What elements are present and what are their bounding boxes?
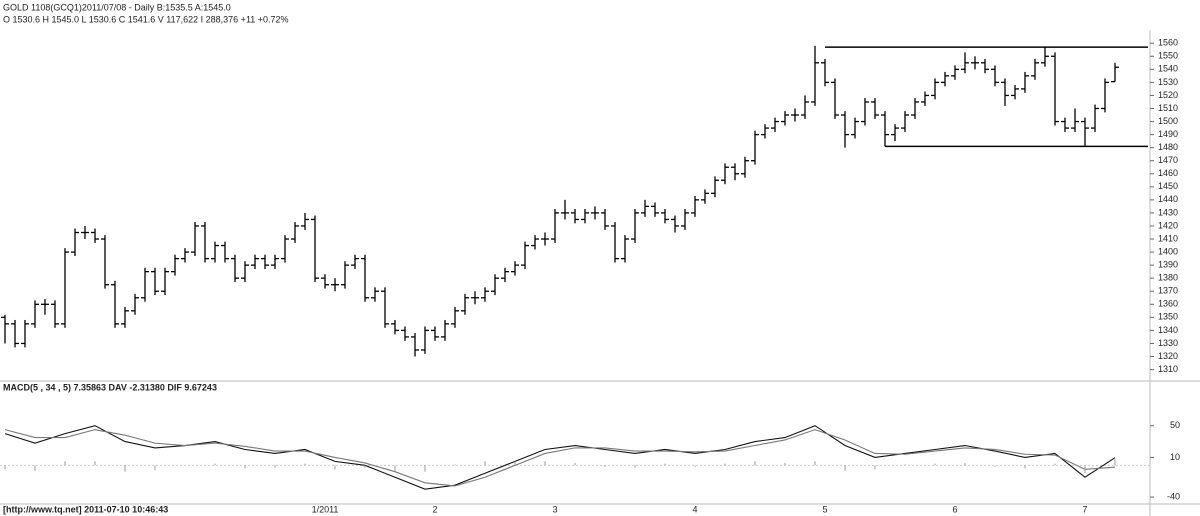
y-tick-label: 1510 bbox=[1158, 103, 1178, 113]
y-tick-label: 10 bbox=[1170, 452, 1180, 462]
y-tick-label: 1530 bbox=[1158, 77, 1178, 87]
y-tick-label: 1340 bbox=[1158, 325, 1178, 335]
header-line1: GOLD 1108(GCQ1)2011/07/08 - Daily B:1535… bbox=[3, 2, 231, 12]
x-tick-label: 2 bbox=[432, 504, 437, 514]
y-tick-label: 1480 bbox=[1158, 142, 1178, 152]
y-tick-label: 1490 bbox=[1158, 129, 1178, 139]
y-tick-label: 1440 bbox=[1158, 194, 1178, 204]
header-line2: O 1530.6 H 1545.0 L 1530.6 C 1541.6 V 11… bbox=[3, 14, 289, 24]
y-tick-label: 1450 bbox=[1158, 181, 1178, 191]
y-tick-label: 1380 bbox=[1158, 273, 1178, 283]
x-tick-label: 4 bbox=[692, 504, 697, 514]
y-tick-label: 1460 bbox=[1158, 168, 1178, 178]
y-tick-label: 1520 bbox=[1158, 90, 1178, 100]
y-tick-label: 1320 bbox=[1158, 351, 1178, 361]
y-tick-label: 1350 bbox=[1158, 312, 1178, 322]
y-tick-label: -40 bbox=[1167, 491, 1180, 501]
y-tick-label: 1400 bbox=[1158, 246, 1178, 256]
y-tick-label: 1360 bbox=[1158, 299, 1178, 309]
y-tick-label: 50 bbox=[1170, 420, 1180, 430]
y-tick-label: 1540 bbox=[1158, 64, 1178, 74]
y-tick-label: 1560 bbox=[1158, 38, 1178, 48]
y-tick-label: 1500 bbox=[1158, 116, 1178, 126]
y-tick-label: 1390 bbox=[1158, 260, 1178, 270]
y-tick-label: 1330 bbox=[1158, 338, 1178, 348]
footer: [http://www.tq.net] 2011-07-10 10:46:43 bbox=[3, 504, 168, 514]
y-tick-label: 1420 bbox=[1158, 220, 1178, 230]
x-tick-label: 7 bbox=[1082, 504, 1087, 514]
y-tick-label: 1470 bbox=[1158, 155, 1178, 165]
y-tick-label: 1410 bbox=[1158, 233, 1178, 243]
y-tick-label: 1430 bbox=[1158, 207, 1178, 217]
macd-title: MACD(5 , 34 , 5) 7.35863 DAV -2.31380 DI… bbox=[3, 382, 217, 392]
x-tick-label: 6 bbox=[952, 504, 957, 514]
x-tick-label: 3 bbox=[552, 504, 557, 514]
x-tick-label: 5 bbox=[822, 504, 827, 514]
y-tick-label: 1370 bbox=[1158, 286, 1178, 296]
x-tick-label: 1/2011 bbox=[312, 504, 339, 514]
y-tick-label: 1550 bbox=[1158, 51, 1178, 61]
macd-line bbox=[4, 429, 1116, 487]
y-tick-label: 1310 bbox=[1158, 364, 1178, 374]
